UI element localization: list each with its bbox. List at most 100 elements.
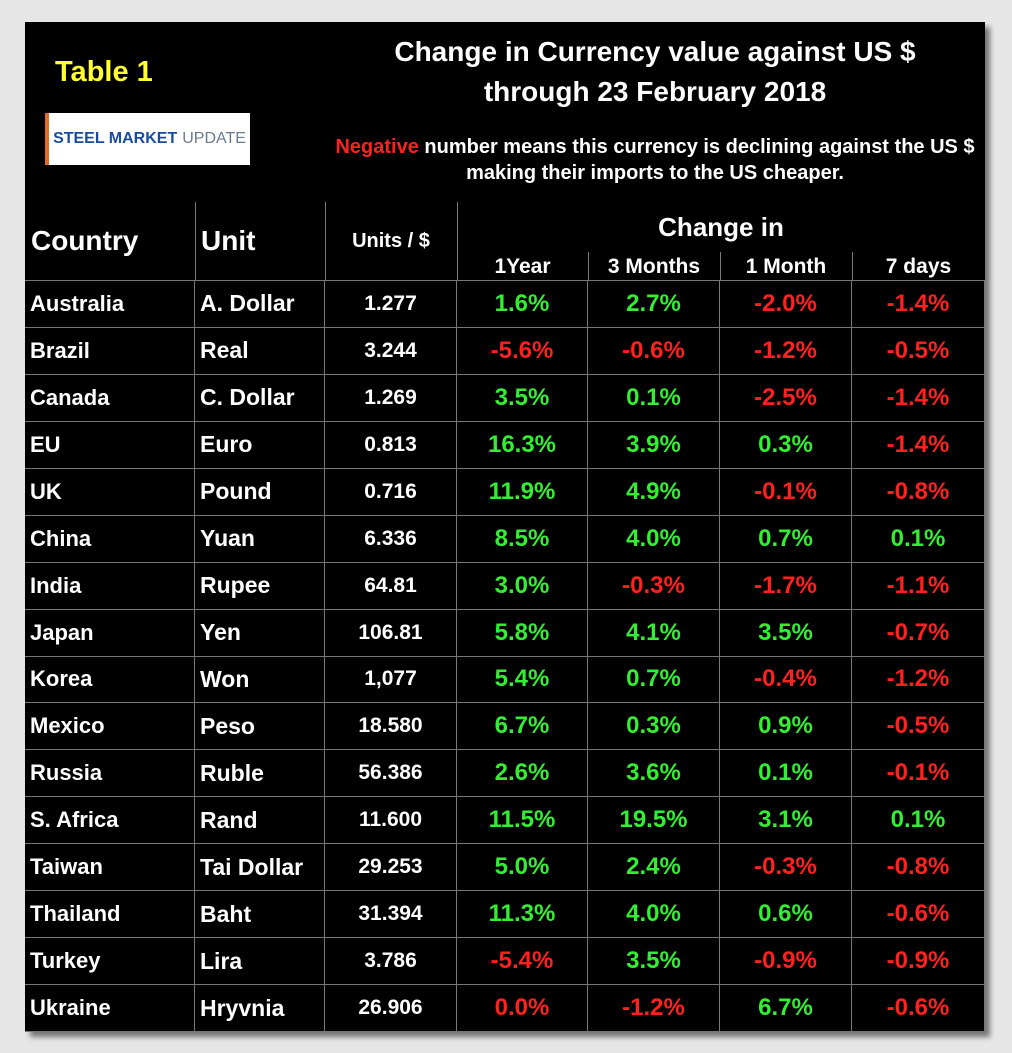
title: through 23 February 2018 <box>483 76 827 107</box>
unit: Lira <box>195 938 325 986</box>
country: Korea <box>25 656 195 704</box>
change: -5.4% <box>457 938 588 986</box>
change: 3.0% <box>457 562 588 610</box>
units-per-dollar: 56.386 <box>325 750 457 798</box>
grid-line <box>720 252 721 281</box>
change: 2.7% <box>588 281 720 328</box>
change: 0.1% <box>720 750 852 798</box>
change: -0.8% <box>852 468 985 516</box>
country: Mexico <box>25 703 195 751</box>
note-text: number means this currency is declining … <box>424 136 975 184</box>
country: Australia <box>25 281 195 328</box>
change: -0.9% <box>720 938 852 986</box>
header-period: 3 Months <box>607 255 701 278</box>
change: 0.9% <box>720 703 852 751</box>
logo-light: UPDATE <box>182 130 246 147</box>
units-per-dollar: 26.906 <box>325 985 457 1032</box>
header-country: Country <box>31 225 139 256</box>
units-per-dollar: 1.269 <box>325 374 457 422</box>
change: 11.5% <box>457 797 588 845</box>
change: 0.3% <box>720 421 852 469</box>
change: -1.2% <box>852 656 985 704</box>
change: 11.3% <box>457 891 588 939</box>
units-per-dollar: 3.786 <box>325 938 457 986</box>
change: 3.5% <box>457 374 588 422</box>
change: 5.4% <box>457 656 588 704</box>
change: -0.1% <box>852 750 985 798</box>
units-per-dollar: 11.600 <box>325 797 457 845</box>
units-per-dollar: 0.813 <box>325 421 457 469</box>
country: Thailand <box>25 891 195 939</box>
logo-bold: STEEL MARKET <box>53 130 178 147</box>
unit: Rupee <box>195 562 325 610</box>
units-per-dollar: 18.580 <box>325 703 457 751</box>
logo: STEEL MARKET UPDATE <box>45 113 250 165</box>
change: 6.7% <box>720 985 852 1032</box>
change: -1.4% <box>852 281 985 328</box>
table-label: Table 1 <box>55 56 153 88</box>
change: 11.9% <box>457 468 588 516</box>
change: -0.4% <box>720 656 852 704</box>
change: 5.8% <box>457 609 588 657</box>
change: -1.4% <box>852 374 985 422</box>
header-period: 1 Month <box>745 255 827 278</box>
change: -0.5% <box>852 703 985 751</box>
change: -0.8% <box>852 844 985 892</box>
grid-line <box>25 280 985 281</box>
change: 0.7% <box>720 515 852 563</box>
country: Brazil <box>25 327 195 375</box>
change: -0.3% <box>720 844 852 892</box>
grid-line <box>588 252 589 281</box>
units-per-dollar: 31.394 <box>325 891 457 939</box>
unit: A. Dollar <box>195 281 325 328</box>
change: 3.6% <box>588 750 720 798</box>
change: -0.6% <box>852 891 985 939</box>
unit: Hryvnia <box>195 985 325 1032</box>
change: -0.3% <box>588 562 720 610</box>
unit: Yuan <box>195 515 325 563</box>
change: 4.9% <box>588 468 720 516</box>
header-change-in: Change in <box>658 212 784 242</box>
country: Russia <box>25 750 195 798</box>
change: 8.5% <box>457 515 588 563</box>
change: 0.1% <box>852 797 985 845</box>
change: 1.6% <box>457 281 588 328</box>
unit: Tai Dollar <box>195 844 325 892</box>
unit: C. Dollar <box>195 374 325 422</box>
country: India <box>25 562 195 610</box>
country: UK <box>25 468 195 516</box>
change: 6.7% <box>457 703 588 751</box>
units-per-dollar: 0.716 <box>325 468 457 516</box>
unit: Baht <box>195 891 325 939</box>
change: -0.5% <box>852 327 985 375</box>
change: -0.6% <box>852 985 985 1032</box>
change: 4.0% <box>588 515 720 563</box>
units-per-dollar: 1.277 <box>325 281 457 328</box>
unit: Yen <box>195 609 325 657</box>
panel: Table 1 STEEL MARKET UPDATE Change in Cur… <box>25 22 985 1032</box>
change: -0.7% <box>852 609 985 657</box>
change: -1.7% <box>720 562 852 610</box>
change: 0.3% <box>588 703 720 751</box>
change: 4.1% <box>588 609 720 657</box>
change: -0.9% <box>852 938 985 986</box>
units-per-dollar: 64.81 <box>325 562 457 610</box>
country: Taiwan <box>25 844 195 892</box>
change: 2.6% <box>457 750 588 798</box>
units-per-dollar: 1,077 <box>325 656 457 704</box>
change: 0.6% <box>720 891 852 939</box>
change: -2.5% <box>720 374 852 422</box>
change: 2.4% <box>588 844 720 892</box>
header-unit: Unit <box>201 225 256 256</box>
grid-line <box>195 202 196 281</box>
units-per-dollar: 29.253 <box>325 844 457 892</box>
change: 5.0% <box>457 844 588 892</box>
note: Negative number means this currency is d… <box>335 134 975 186</box>
title: Change in Currency value against US $ <box>394 36 916 67</box>
change: 19.5% <box>588 797 720 845</box>
units-per-dollar: 6.336 <box>325 515 457 563</box>
change: -1.1% <box>852 562 985 610</box>
unit: Rand <box>195 797 325 845</box>
change: 3.9% <box>588 421 720 469</box>
